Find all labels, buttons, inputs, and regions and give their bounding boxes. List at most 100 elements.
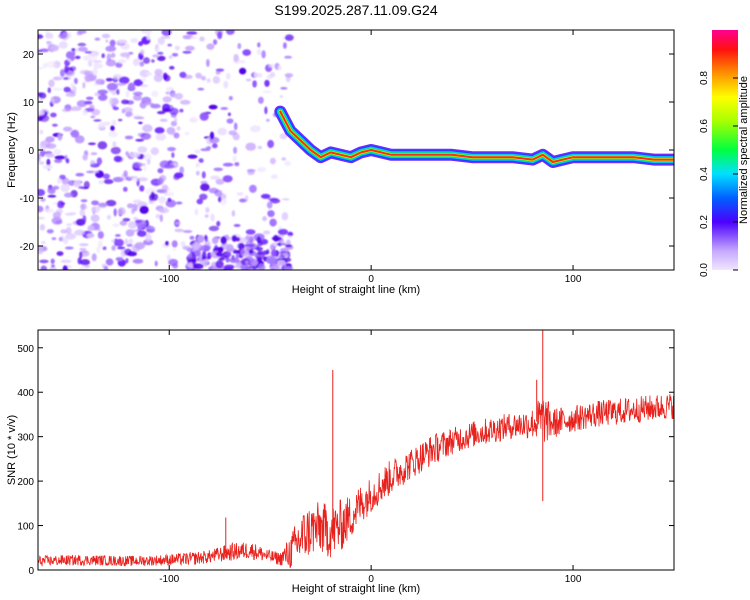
heatmap-noise-cell (57, 133, 63, 141)
heatmap-noise-cell (38, 98, 44, 102)
snr-panel: -100 0 100 0 100 200 300 400 500 Height of stra… (6, 329, 675, 595)
heatmap-noise-cell (45, 136, 55, 143)
heatmap-noise-cell (69, 55, 75, 61)
heatmap-noise-cell (223, 80, 229, 89)
heatmap-noise-cell (139, 69, 150, 78)
heatmap-noise-cell (233, 53, 239, 63)
heatmap-noise-cell (165, 91, 170, 95)
heatmap-noise-cell (236, 192, 244, 196)
heatmap-noise-cell (143, 57, 150, 64)
heatmap-noise-cell (215, 178, 225, 185)
heatmap-noise-cell (270, 244, 275, 251)
heatmap-noise-cell (65, 92, 77, 97)
heatmap-noise-cell (47, 194, 57, 198)
heatmap-ridge (274, 105, 674, 168)
heatmap-noise-cell (118, 76, 130, 85)
heatmap-noise-cell (203, 234, 208, 240)
heatmap-noise-cell (228, 96, 233, 101)
heatmap-noise-cell (280, 87, 288, 90)
heatmap-noise-cell (184, 131, 190, 136)
heatmap-noise-cell (140, 77, 147, 82)
heatmap-noise-cell (227, 112, 231, 117)
heatmap-y-axis-label: Frequency (Hz) (6, 112, 18, 188)
heatmap-noise-cell (39, 114, 50, 123)
heatmap-noise-cell (137, 177, 148, 182)
heatmap-noise-cell (191, 258, 196, 266)
heatmap-noise-cell (164, 207, 168, 213)
heatmap-noise-cell (132, 258, 144, 264)
heatmap-noise-cell (46, 41, 52, 44)
heatmap-noise-cell (111, 119, 117, 126)
heatmap-noise-cell (88, 142, 96, 146)
colorbar: 0.0 0.2 0.4 0.6 0.8 Normalized spectral ampl… (699, 30, 750, 277)
heatmap-noise-cell (86, 233, 95, 238)
heatmap-noise-cell (133, 116, 145, 120)
heatmap-noise-cell (256, 257, 262, 263)
heatmap-noise-cell (159, 118, 168, 122)
heatmap-noise-cell (126, 203, 134, 209)
y-tick-label: 500 (17, 344, 34, 355)
y-tick-label: 300 (17, 433, 34, 444)
heatmap-noise-cell (168, 55, 173, 59)
heatmap-noise-cell (98, 121, 106, 130)
heatmap-noise-cell (267, 139, 274, 149)
x-tick-label: 100 (565, 274, 582, 285)
heatmap-noise-cell (58, 41, 68, 49)
heatmap-noise-cell (266, 257, 277, 265)
heatmap-noise-cell (38, 216, 45, 220)
heatmap-noise-cell (258, 96, 264, 104)
heatmap-noise-cell (256, 167, 267, 173)
heatmap-noise-cell (78, 243, 89, 247)
heatmap-noise-cell (269, 157, 276, 165)
snr-x-axis-label: Height of straight line (km) (292, 583, 420, 595)
heatmap-noise-cell (196, 198, 204, 205)
heatmap-noise-cell (125, 229, 135, 237)
heatmap-noise-cell (139, 205, 149, 214)
y-tick-label: -20 (20, 242, 35, 253)
heatmap-noise-cell (83, 181, 90, 189)
heatmap-noise-cell (118, 118, 123, 122)
heatmap-noise-cell (115, 62, 123, 68)
heatmap-noise-cell (141, 30, 152, 34)
heatmap-noise-cell (137, 230, 147, 237)
heatmap-noise-cell (87, 52, 98, 61)
heatmap-noise-cell (139, 49, 145, 55)
heatmap-noise-cell (262, 230, 271, 235)
heatmap-noise-cell (105, 199, 117, 207)
heatmap-noise-cell (240, 248, 249, 257)
heatmap-noise-cell (111, 239, 115, 243)
heatmap-noise-cell (264, 79, 270, 87)
heatmap-noise-cell (84, 265, 91, 268)
heatmap-noise-cell (234, 162, 240, 167)
heatmap-noise-cell (195, 162, 200, 168)
heatmap-noise-cell (137, 223, 142, 233)
heatmap-noise-cell (102, 173, 110, 180)
heatmap-noise-cell (112, 176, 124, 183)
heatmap-noise-cell (208, 225, 220, 232)
heatmap-noise-cell (174, 228, 184, 233)
heatmap-noise-cell (257, 42, 261, 48)
heatmap-noise-cell (110, 52, 116, 58)
heatmap-noise-cell (143, 153, 152, 162)
heatmap-noise-cell (82, 82, 86, 89)
heatmap-noise-cell (169, 65, 175, 70)
heatmap-noise-cell (261, 50, 266, 59)
heatmap-noise-cell (140, 84, 149, 88)
heatmap-noise-cell (70, 132, 79, 135)
heatmap-noise-cell (72, 85, 77, 93)
heatmap-noise-cell (245, 260, 249, 265)
heatmap-noise-cell (137, 146, 148, 154)
heatmap-noise-cell (64, 212, 76, 216)
heatmap-noise-cell (85, 96, 94, 101)
heatmap-noise-cell (52, 123, 58, 127)
heatmap-noise-cell (103, 265, 109, 270)
heatmap-noise-cell (125, 90, 130, 98)
heatmap-noise-cell (279, 95, 283, 98)
heatmap-noise-cell (40, 265, 48, 270)
heatmap-noise-cell (195, 72, 202, 79)
heatmap-noise-cell (93, 119, 102, 122)
heatmap-noise-cell (87, 59, 93, 67)
heatmap-noise-cell (52, 211, 62, 219)
heatmap-noise-cell (162, 72, 168, 81)
